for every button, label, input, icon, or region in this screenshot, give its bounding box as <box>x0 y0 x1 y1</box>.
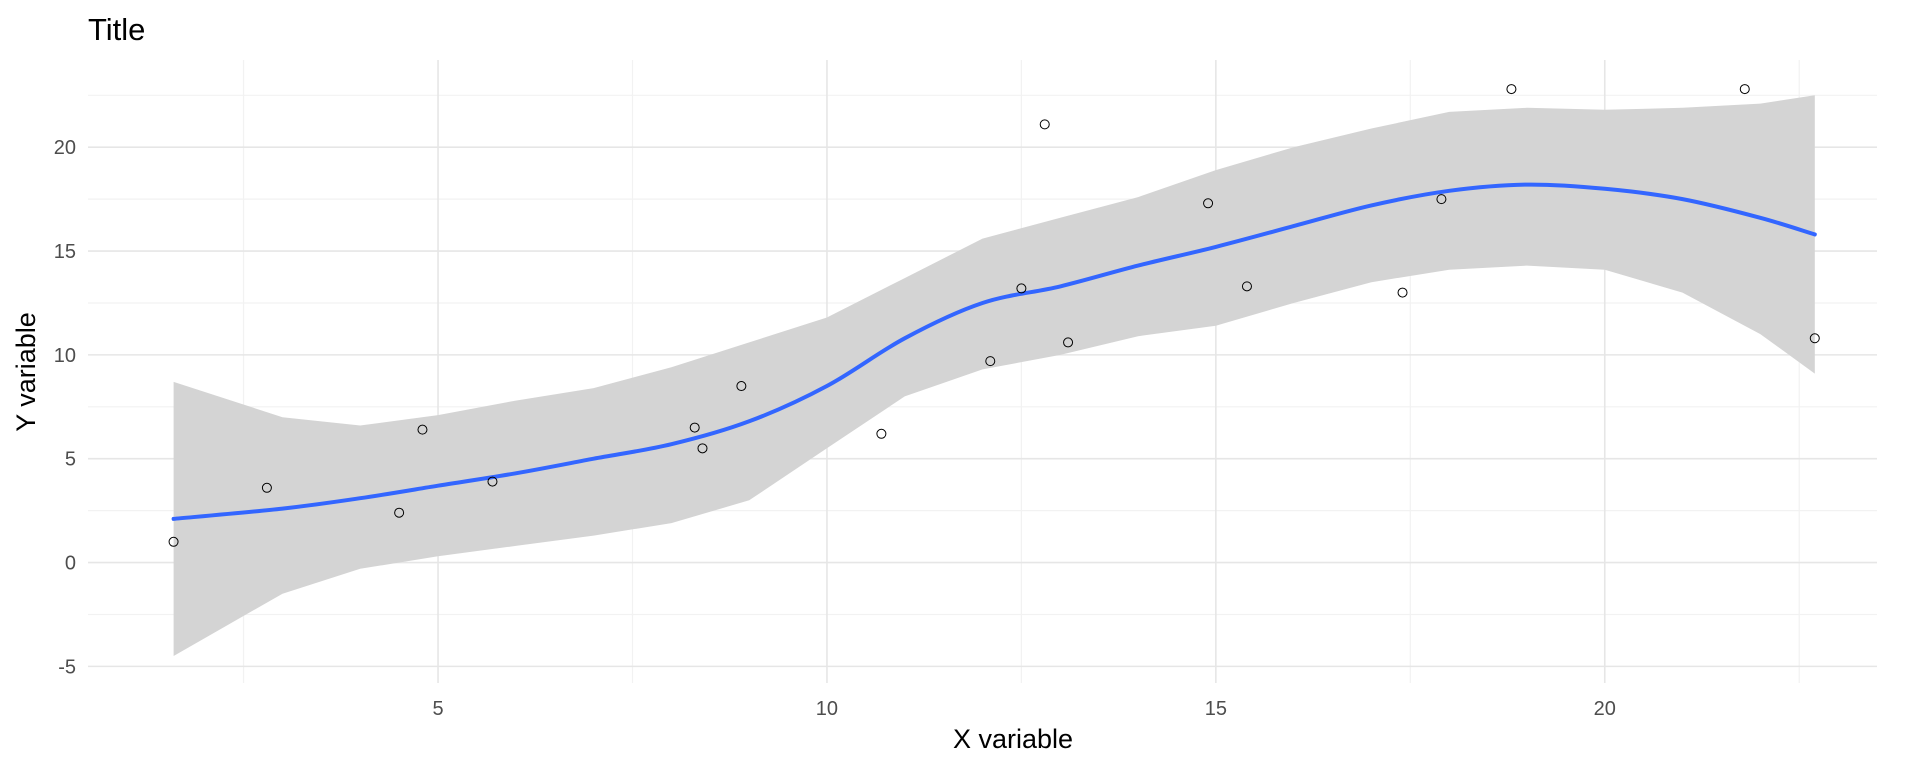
data-point <box>1203 198 1214 209</box>
y-tick-label: 5 <box>65 449 76 471</box>
data-point <box>1506 84 1517 95</box>
data-point <box>736 381 747 392</box>
data-point <box>985 356 996 367</box>
x-tick-label: 15 <box>1205 698 1227 720</box>
y-tick-label: 10 <box>54 345 76 367</box>
data-point <box>1241 281 1252 292</box>
data-points <box>168 84 1820 547</box>
data-point <box>1397 287 1408 298</box>
confidence-ribbon <box>173 95 1815 657</box>
data-point <box>168 536 179 547</box>
y-tick-label: 15 <box>54 241 76 263</box>
y-tick-label: 0 <box>65 553 76 575</box>
y-tick-labels: -5 0 5 10 15 20 <box>54 137 76 678</box>
x-tick-label: 5 <box>432 698 443 720</box>
chart-title: Title <box>88 12 145 47</box>
data-point <box>394 507 405 518</box>
data-point <box>1436 194 1447 205</box>
data-point <box>1739 84 1750 95</box>
y-axis-title: Y variable <box>11 312 41 432</box>
data-point <box>1063 337 1074 348</box>
data-point <box>1809 333 1820 344</box>
data-point <box>261 482 272 493</box>
data-point <box>417 424 428 435</box>
smooth-line <box>171 182 1817 521</box>
data-point <box>876 428 887 439</box>
data-point <box>1016 283 1027 294</box>
data-point <box>689 422 700 433</box>
x-tick-label: 20 <box>1594 698 1616 720</box>
data-point <box>1039 119 1050 130</box>
x-tick-label: 10 <box>816 698 838 720</box>
x-tick-labels: 5 10 15 20 <box>432 698 1615 720</box>
data-point <box>697 443 708 454</box>
y-tick-label: 20 <box>54 137 76 159</box>
data-point <box>487 476 498 487</box>
x-axis-title: X variable <box>953 724 1073 754</box>
y-tick-label: -5 <box>58 656 76 678</box>
